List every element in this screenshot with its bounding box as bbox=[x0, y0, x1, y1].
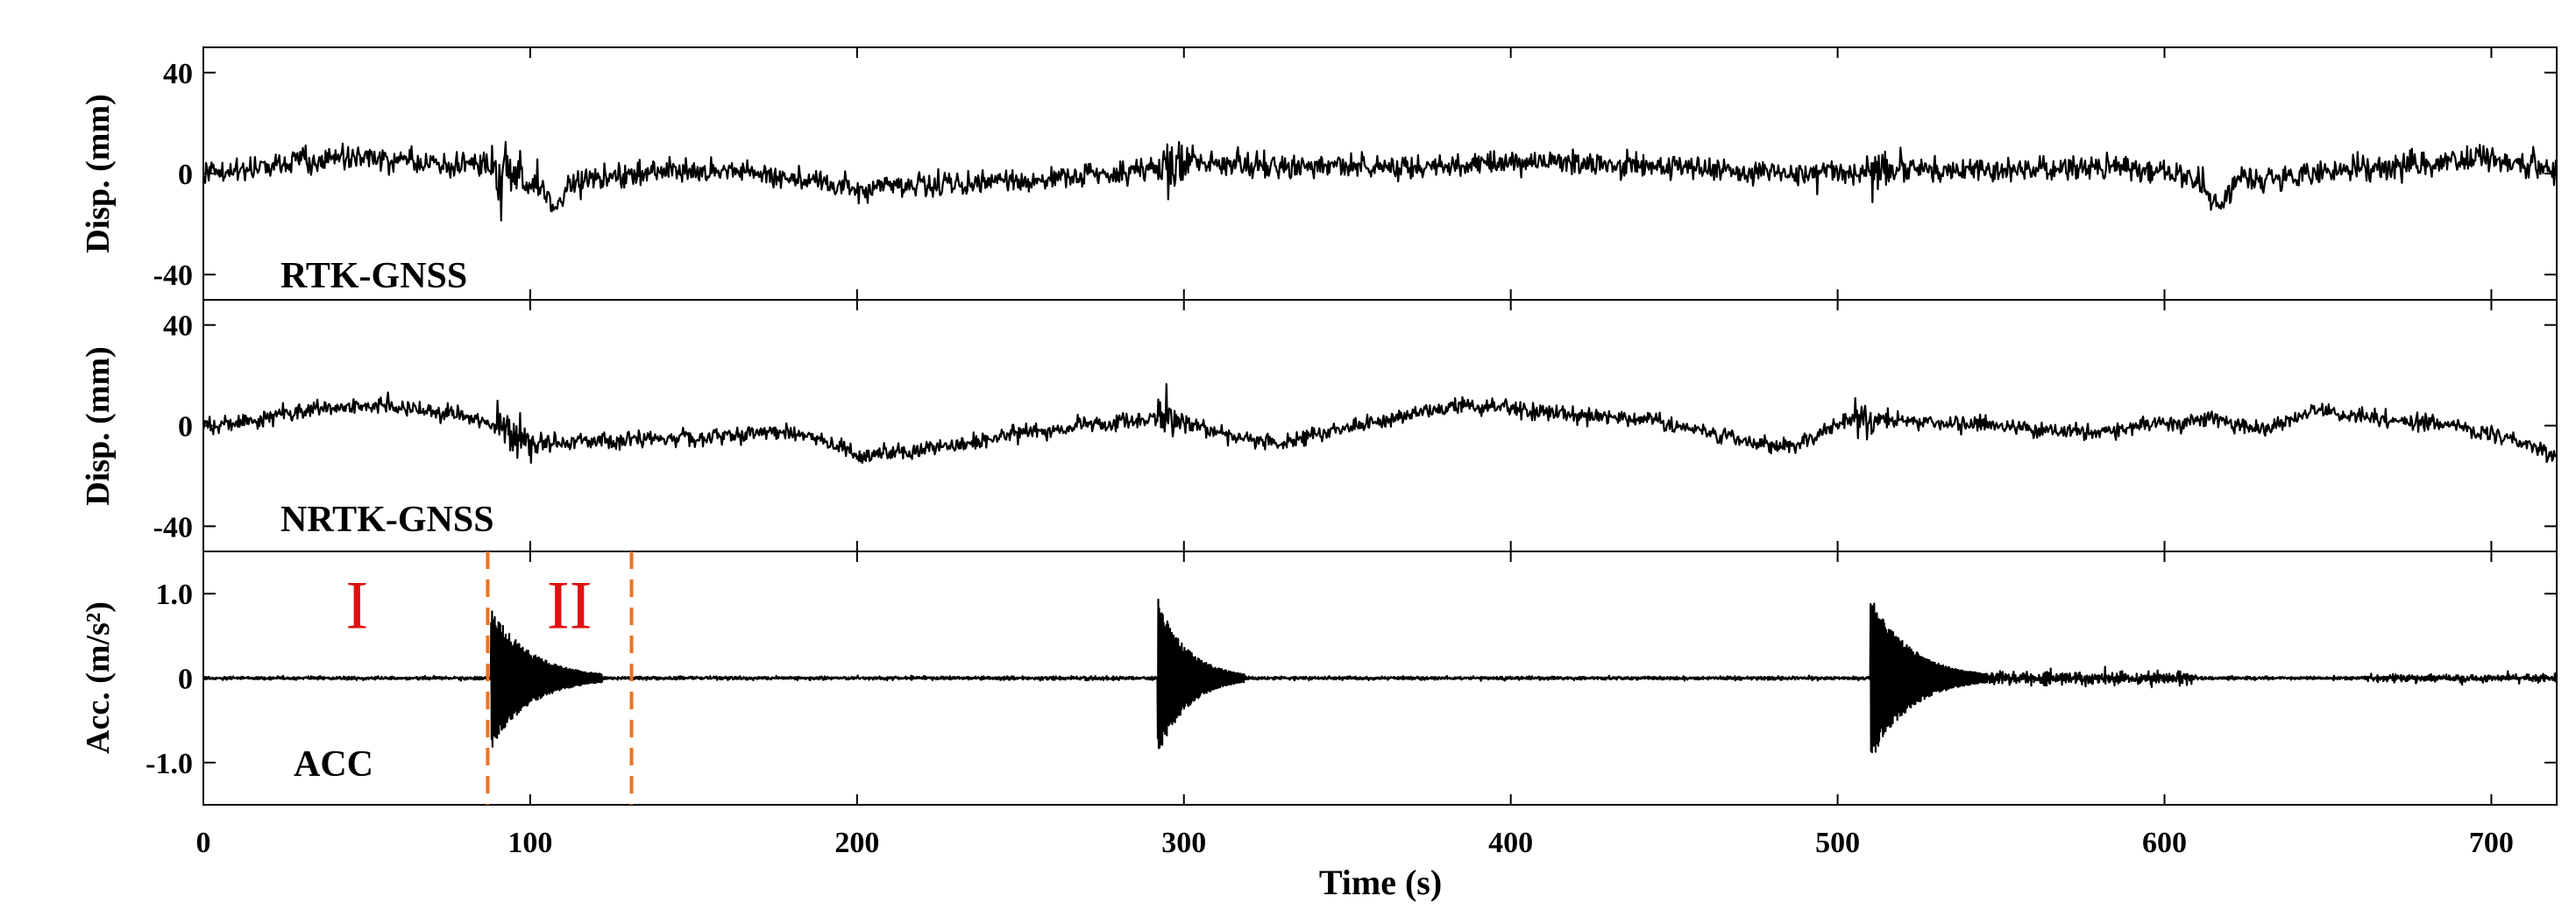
panel-rtk: 40 0 -40 Disp. (mm) RTK-GNSS bbox=[80, 46, 2558, 301]
trace-nrtk bbox=[202, 383, 2558, 465]
panel-acc-trace-group bbox=[202, 598, 2558, 754]
panel-nrtk: 40 0 -40 Disp. (mm) NRTK-GNSS bbox=[80, 299, 2558, 552]
panel-rtk-title: RTK-GNSS bbox=[280, 256, 467, 296]
panel-acc: I II 1.00-1.0 Acc. (m/s²) ACC bbox=[80, 551, 2558, 806]
ytick-label: 0 bbox=[178, 159, 193, 191]
xtick-label: 300 bbox=[1161, 827, 1206, 859]
xtick-label: 500 bbox=[1815, 827, 1860, 859]
xtick-label: 700 bbox=[2469, 827, 2514, 859]
ytick-label: -40 bbox=[153, 511, 193, 544]
panel-acc-annotations: I II bbox=[345, 551, 634, 805]
x-axis: 0 100 200 300 400 500 600 700 bbox=[196, 47, 2514, 859]
ytick-label: 1.0 bbox=[156, 579, 194, 611]
panel-rtk-yticks: 40 0 -40 bbox=[153, 58, 2557, 292]
region-label: II bbox=[547, 567, 593, 643]
panel-acc-yticks: 1.0 0 -1.0 bbox=[145, 579, 2557, 780]
xtick-label: 200 bbox=[834, 827, 879, 859]
trace-acc bbox=[202, 598, 2558, 754]
panel-nrtk-trace-group bbox=[202, 383, 2558, 465]
xtick-label: 0 bbox=[196, 827, 211, 859]
ytick-label: 0 bbox=[178, 664, 193, 696]
ytick-label: 0 bbox=[178, 411, 193, 444]
panel-nrtk-ylabel: Disp. (mm) bbox=[80, 346, 117, 506]
panel-acc-title: ACC bbox=[294, 744, 373, 785]
panel-rtk-ylabel: Disp. (mm) bbox=[80, 94, 117, 253]
xtick-label: 600 bbox=[2142, 827, 2187, 859]
x-axis-label: Time (s) bbox=[1319, 863, 1442, 902]
region-label: I bbox=[345, 567, 368, 643]
xtick-label: 400 bbox=[1488, 827, 1533, 859]
ytick-label: 40 bbox=[163, 310, 193, 343]
panel-nrtk-yticks: 40 0 -40 bbox=[153, 310, 2557, 544]
xtick-label: 100 bbox=[507, 827, 552, 859]
ytick-label: -40 bbox=[153, 259, 193, 292]
ytick-label: -1.0 bbox=[145, 748, 193, 780]
panel-rtk-trace-group bbox=[202, 140, 2558, 222]
panel-nrtk-title: NRTK-GNSS bbox=[280, 500, 494, 540]
panel-acc-ylabel: Acc. (m/s²) bbox=[80, 601, 117, 754]
trace-rtk bbox=[202, 140, 2558, 222]
ytick-label: 40 bbox=[163, 58, 193, 90]
